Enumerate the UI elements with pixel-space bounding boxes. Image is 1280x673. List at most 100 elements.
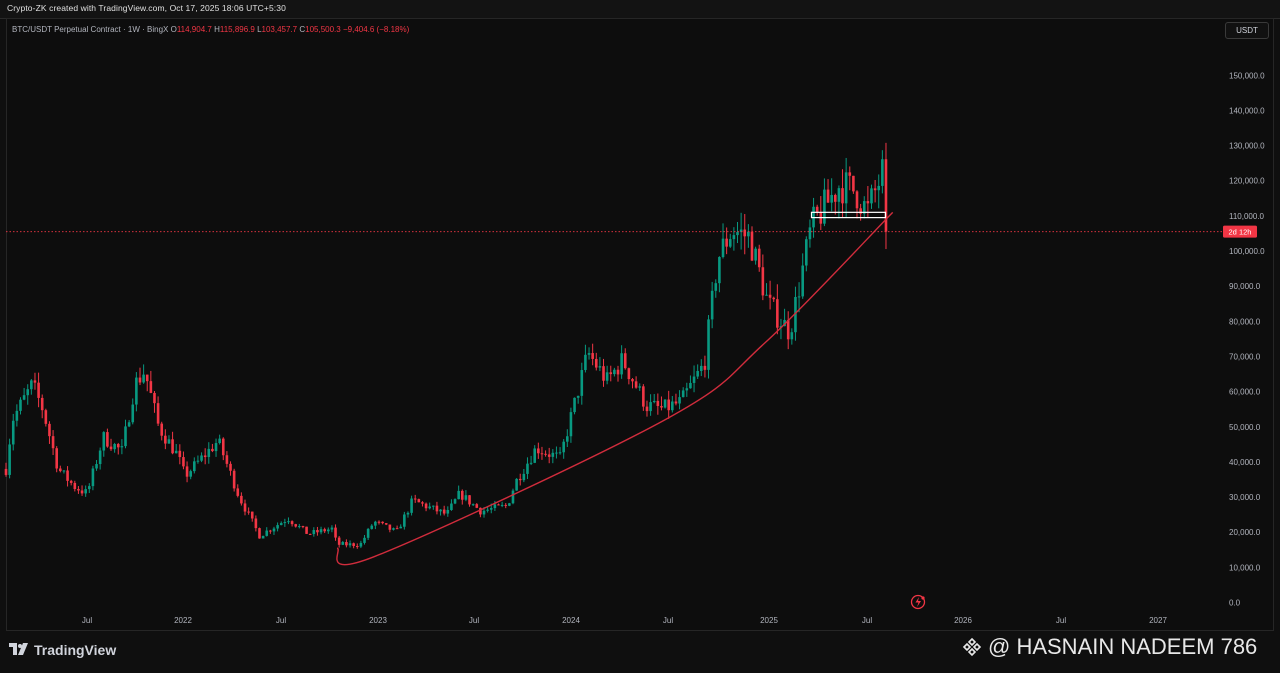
candle-body [98, 450, 102, 465]
time-tick-label: Jul [663, 616, 673, 625]
time-tick-label: 2024 [562, 616, 580, 625]
candle-body [345, 542, 348, 546]
candle-body [783, 319, 786, 327]
range-box [810, 211, 887, 219]
candle-body [294, 524, 298, 527]
time-tick-label: 2022 [174, 616, 192, 625]
price-tick-label: 80,000.0 [1229, 317, 1261, 326]
price-tick-label: 130,000.0 [1229, 142, 1265, 151]
candle-body [203, 455, 207, 458]
candle-body [830, 194, 833, 203]
candle-body [613, 369, 616, 375]
candle-body [153, 392, 156, 404]
candle-body [870, 188, 873, 204]
candle-body [62, 470, 66, 472]
candle-body [587, 353, 591, 355]
candle-body [873, 188, 877, 191]
high-value: 115,896.9 [219, 25, 255, 34]
candle-body [881, 159, 884, 186]
candle-body [247, 511, 250, 513]
candle-body [515, 478, 518, 491]
candle-body [710, 290, 714, 320]
candle-body [131, 404, 135, 423]
candle-body [211, 448, 214, 452]
candle-body [732, 235, 736, 240]
candle-body [167, 439, 171, 444]
tradingview-logo[interactable]: TradingView [9, 642, 116, 658]
lightning-icon[interactable] [910, 594, 926, 610]
candle-body [573, 397, 576, 413]
candle-body [196, 460, 200, 462]
candle-body [200, 455, 203, 461]
price-tick-label: 60,000.0 [1229, 388, 1261, 397]
candle-body [754, 248, 757, 261]
low-value: 103,457.7 [261, 25, 298, 34]
candle-body [660, 405, 663, 408]
time-tick-label: Jul [82, 616, 92, 625]
candle-body [48, 423, 51, 437]
candle-body [330, 527, 334, 530]
candle-body [142, 374, 145, 383]
candle-body [482, 510, 486, 515]
candle-body [348, 543, 352, 546]
close-label: C [299, 25, 306, 34]
candle-body [511, 490, 515, 504]
candle-body [689, 382, 692, 389]
symbol-name[interactable]: BTC/USDT Perpetual Contract · 1W · BingX [12, 25, 169, 34]
candle-body [576, 395, 580, 398]
time-tick-label: Jul [469, 616, 479, 625]
candle-body [164, 435, 167, 444]
candle-body [4, 468, 8, 475]
candle-body [471, 504, 475, 506]
chart-area[interactable] [6, 18, 1274, 631]
price-tick-label: 150,000.0 [1229, 71, 1265, 80]
candle-body [55, 448, 58, 469]
candle-body [714, 283, 718, 291]
candle-body [508, 503, 511, 506]
candle-body [765, 294, 768, 296]
candle-body [279, 523, 283, 526]
author-watermark: @ HASNAIN NADEEM 786 [962, 634, 1257, 660]
candle-body [229, 463, 232, 471]
candle-body [254, 518, 258, 529]
time-tick-label: 2027 [1149, 616, 1167, 625]
candle-body [33, 380, 37, 383]
candle-body [250, 511, 254, 519]
candle-body [127, 422, 131, 427]
candle-body [218, 438, 221, 444]
candle-body [442, 509, 446, 514]
price-tick-label: 0.0 [1229, 599, 1241, 608]
candle-body [464, 495, 468, 500]
candle-body [497, 504, 500, 506]
candle-body [844, 172, 848, 204]
candle-body [591, 353, 594, 359]
candle-body [77, 489, 80, 491]
candle-body [504, 504, 508, 506]
low-label: L [257, 25, 262, 34]
candle-body [544, 453, 547, 455]
candle-body [616, 369, 620, 375]
candle-body [707, 319, 710, 370]
candle-body [120, 446, 124, 448]
candle-body [743, 229, 747, 237]
candle-body [410, 498, 413, 513]
candle-body [374, 521, 377, 526]
candle-body [833, 194, 837, 202]
candle-body [319, 529, 323, 533]
candle-body [808, 227, 812, 240]
symbol-legend: BTC/USDT Perpetual Contract · 1W · BingX… [12, 25, 409, 34]
candle-body [634, 381, 638, 388]
candle-body [240, 495, 243, 504]
candle-body [113, 444, 116, 450]
candle-body [73, 482, 77, 490]
candle-body [547, 454, 551, 457]
price-countdown-text: 2d 12h [1229, 228, 1252, 237]
attribution-text: Crypto-ZK created with TradingView.com, … [7, 3, 286, 13]
currency-button[interactable]: USDT [1225, 22, 1269, 39]
candle-body [866, 201, 870, 204]
candle-body [855, 191, 859, 209]
candle-body [298, 526, 301, 528]
candle-body [493, 504, 497, 509]
candle-body [225, 455, 229, 464]
